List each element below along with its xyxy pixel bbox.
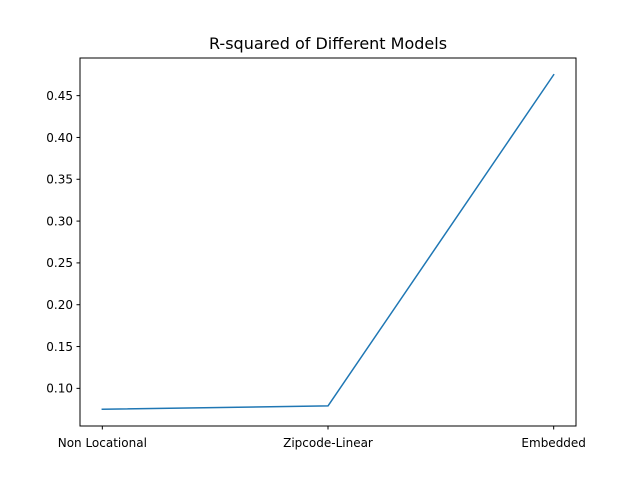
y-tick-label: 0.30 — [46, 214, 73, 228]
y-tick-label: 0.10 — [46, 382, 73, 396]
x-tick-label: Non Locational — [58, 436, 147, 450]
y-tick-label: 0.25 — [46, 256, 73, 270]
x-tick-label: Zipcode-Linear — [283, 436, 373, 450]
y-tick-label: 0.15 — [46, 340, 73, 354]
y-axis: 0.10 0.15 0.20 0.25 0.30 0.35 0.40 0.45 — [46, 89, 80, 396]
y-tick-label: 0.40 — [46, 131, 73, 145]
x-axis: Non Locational Zipcode-Linear Embedded — [58, 426, 586, 450]
x-tick-label: Embedded — [521, 436, 586, 450]
y-tick-label: 0.45 — [46, 89, 73, 103]
y-tick-label: 0.35 — [46, 173, 73, 187]
series-layer — [101, 73, 555, 411]
series-line — [101, 73, 555, 411]
y-tick-label: 0.20 — [46, 298, 73, 312]
chart-title: R-squared of Different Models — [209, 34, 447, 53]
